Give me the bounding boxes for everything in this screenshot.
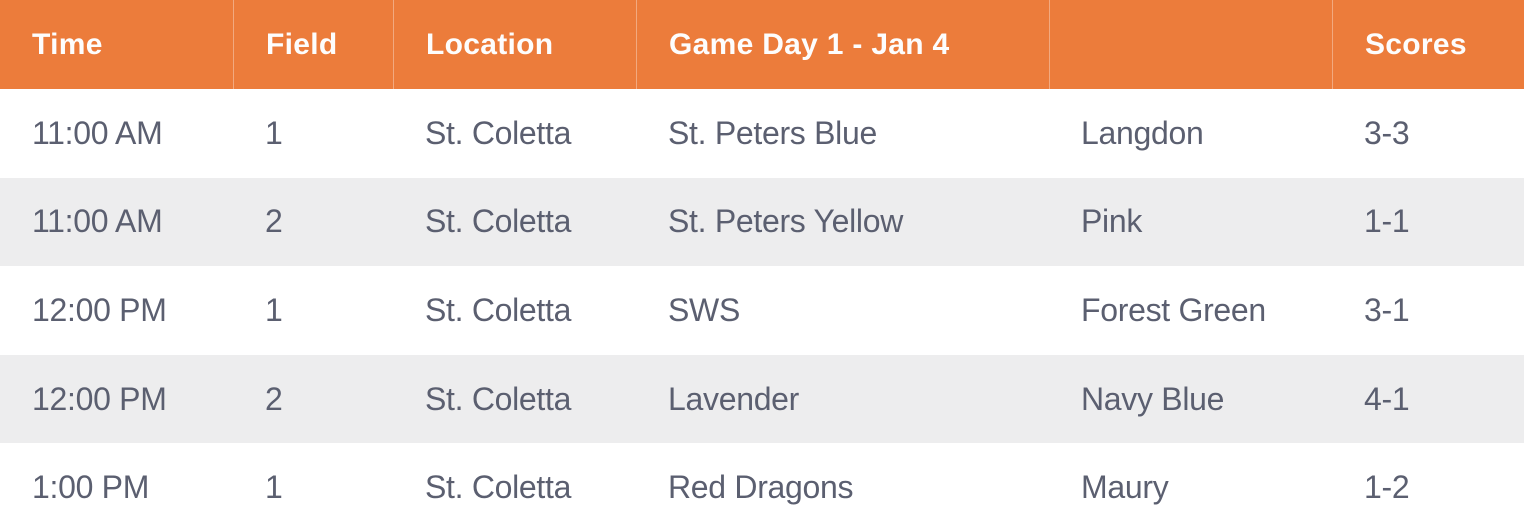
cell-score: 4-1 xyxy=(1364,380,1410,417)
cell-away-team: Langdon xyxy=(1081,114,1204,151)
cell-away-team: Pink xyxy=(1081,203,1143,240)
cell-field: 2 xyxy=(265,380,283,417)
column-header-time: Time xyxy=(32,27,103,61)
table-row: 1:00 PM 1 St. Coletta Red Dragons Maury … xyxy=(0,443,1524,532)
column-header-field: Field xyxy=(233,0,393,89)
table-row: 12:00 PM 1 St. Coletta SWS Forest Green … xyxy=(0,266,1524,355)
column-header-game-day: Game Day 1 - Jan 4 xyxy=(636,0,1049,89)
cell-home-team: Red Dragons xyxy=(668,469,854,506)
cell-location: St. Coletta xyxy=(425,380,572,417)
table-row: 11:00 AM 1 St. Coletta St. Peters Blue L… xyxy=(0,89,1524,178)
cell-time: 11:00 AM xyxy=(32,114,163,151)
cell-location: St. Coletta xyxy=(425,291,572,328)
cell-score: 1-1 xyxy=(1364,203,1410,240)
cell-location: St. Coletta xyxy=(425,469,572,506)
cell-score: 1-2 xyxy=(1364,469,1410,506)
cell-time: 12:00 PM xyxy=(32,380,167,417)
cell-location: St. Coletta xyxy=(425,114,572,151)
cell-home-team: Lavender xyxy=(668,380,800,417)
cell-away-team: Maury xyxy=(1081,469,1169,506)
cell-field: 1 xyxy=(265,291,283,328)
cell-home-team: SWS xyxy=(668,291,740,328)
cell-home-team: St. Peters Yellow xyxy=(668,203,904,240)
cell-field: 1 xyxy=(265,114,283,151)
table-header-row: Time Field Location Game Day 1 - Jan 4 S… xyxy=(0,0,1524,89)
table-row: 11:00 AM 2 St. Coletta St. Peters Yellow… xyxy=(0,177,1524,267)
cell-time: 1:00 PM xyxy=(32,469,150,506)
cell-away-team: Navy Blue xyxy=(1081,380,1225,417)
cell-away-team: Forest Green xyxy=(1081,291,1266,328)
cell-field: 1 xyxy=(265,469,283,506)
cell-home-team: St. Peters Blue xyxy=(668,114,877,151)
cell-location: St. Coletta xyxy=(425,203,572,240)
cell-time: 12:00 PM xyxy=(32,291,167,328)
cell-score: 3-1 xyxy=(1364,291,1410,328)
cell-field: 2 xyxy=(265,203,283,240)
cell-score: 3-3 xyxy=(1364,114,1410,151)
column-header-scores: Scores xyxy=(1332,0,1524,89)
column-header-away xyxy=(1049,0,1332,89)
cell-time: 11:00 AM xyxy=(32,203,163,240)
table-row: 12:00 PM 2 St. Coletta Lavender Navy Blu… xyxy=(0,354,1524,444)
column-header-location: Location xyxy=(393,0,636,89)
